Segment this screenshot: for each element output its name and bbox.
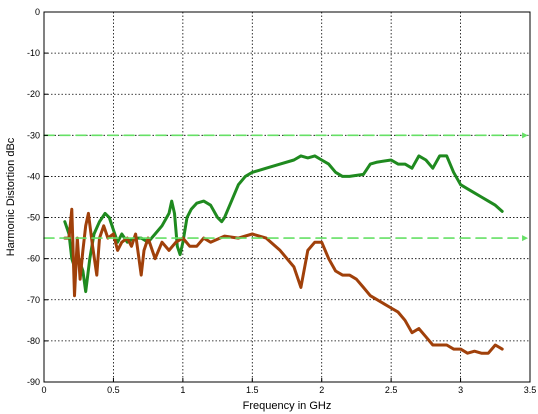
- y-tick-label: -40: [27, 171, 40, 181]
- x-tick-label: 1: [180, 385, 185, 395]
- x-axis-ticks: 0 0.5 1 1.5 2 2.5 3 3.5: [41, 378, 536, 395]
- series-arrow-3: [522, 132, 529, 139]
- x-tick-label: 0: [41, 385, 46, 395]
- y-tick-label: -70: [27, 295, 40, 305]
- series-line-1: [63, 154, 504, 294]
- series-arrow-4: [522, 235, 529, 242]
- x-tick-label: 2: [319, 385, 324, 395]
- y-tick-label: -20: [27, 89, 40, 99]
- series-layer: [43, 132, 529, 355]
- y-tick-label: -30: [27, 130, 40, 140]
- y-axis-ticks: 0 -10 -20 -30 -40 -50 -60 -70 -80 -90: [27, 7, 48, 387]
- plot-frame: [43, 11, 531, 383]
- y-tick-label: -90: [27, 377, 40, 387]
- y-tick-label: -60: [27, 254, 40, 264]
- x-tick-label: 1.5: [246, 385, 259, 395]
- x-tick-label: 3: [458, 385, 463, 395]
- x-tick-label: 2.5: [385, 385, 398, 395]
- x-axis-label: Frequency in GHz: [243, 400, 332, 412]
- y-axis-label: Harmonic Distortion dBc: [5, 137, 17, 256]
- grid: [44, 12, 530, 382]
- y-tick-label: -50: [27, 213, 40, 223]
- y-tick-label: 0: [35, 7, 40, 17]
- x-tick-label: 3.5: [524, 385, 537, 395]
- x-tick-label: 0.5: [107, 385, 120, 395]
- y-tick-label: -10: [27, 48, 40, 58]
- series-line-2: [63, 207, 504, 355]
- y-tick-label: -80: [27, 336, 40, 346]
